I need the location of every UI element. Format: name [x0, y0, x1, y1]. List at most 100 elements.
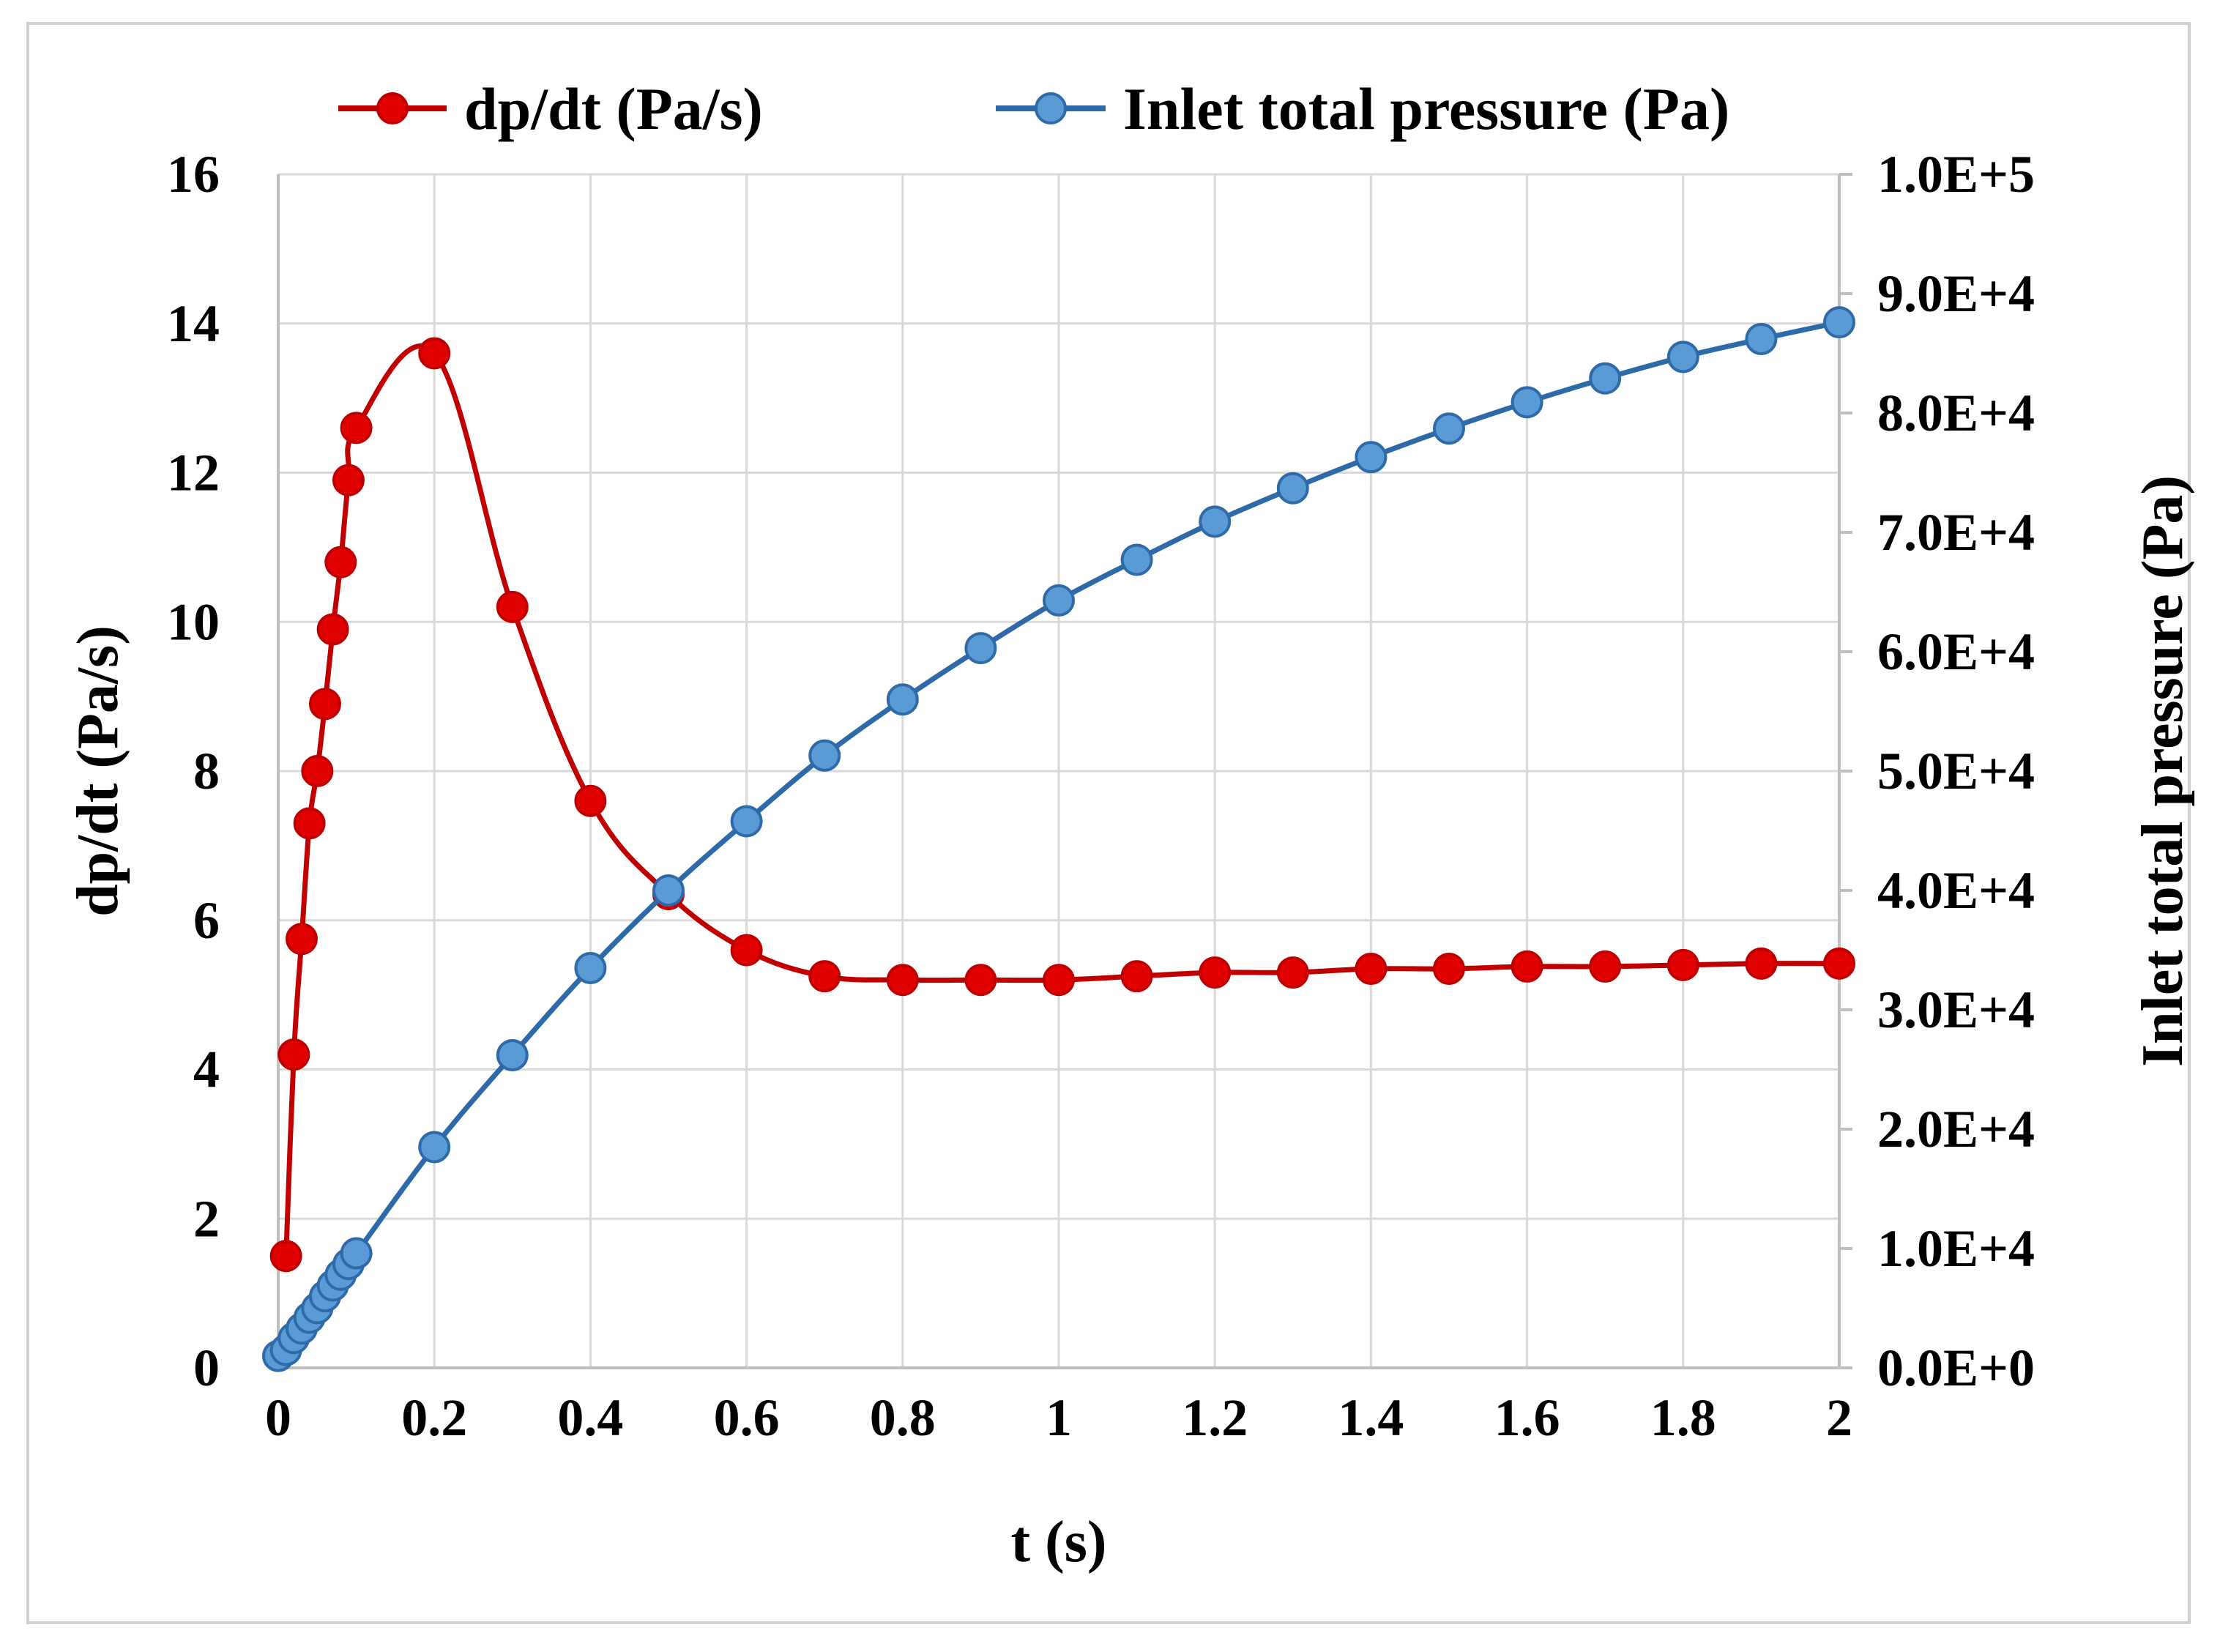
y-tick-label: 8: [193, 742, 220, 800]
y-tick-label: 0: [193, 1339, 220, 1397]
legend-marker-dpdt: [376, 92, 409, 124]
data-point: [301, 755, 334, 787]
x-tick-label: 1.4: [1338, 1388, 1404, 1447]
data-point: [1199, 956, 1232, 989]
data-point: [1355, 441, 1388, 474]
data-point: [418, 337, 451, 370]
data-point: [496, 1038, 529, 1071]
y-tick-label: 10: [167, 592, 220, 651]
y-tick-label: 12: [167, 444, 220, 502]
data-point: [1511, 950, 1543, 983]
y-tick-label: 2: [193, 1189, 220, 1248]
x-tick-label: 1.6: [1494, 1388, 1560, 1447]
data-point: [1589, 362, 1622, 395]
data-point: [496, 590, 529, 623]
y2-tick-label: 6.0E+4: [1877, 622, 2035, 681]
y2-tick-label: 4.0E+4: [1877, 861, 2035, 920]
y2-tick-labels: 0.0E+0 1.0E+4 2.0E+4 3.0E+4 4.0E+4 5.0E+4 6.0E…: [1877, 145, 2035, 1397]
data-point: [1120, 543, 1153, 576]
data-point: [269, 1240, 302, 1273]
data-point: [1276, 472, 1309, 505]
y2-tick-label: 5.0E+4: [1877, 742, 2035, 800]
x-tick-label: 0.8: [870, 1388, 936, 1447]
data-point: [1823, 306, 1855, 339]
y2-tick-label: 9.0E+4: [1877, 264, 2035, 323]
legend-label-dpdt: dp/dt (Pa/s): [464, 75, 763, 142]
data-point: [1589, 950, 1622, 983]
data-point: [1745, 322, 1778, 355]
series-dpdt: [269, 337, 1855, 1273]
data-point: [285, 923, 318, 956]
series-pressure: [262, 306, 1855, 1372]
legend-marker-pressure: [1035, 92, 1067, 124]
data-point: [1666, 948, 1699, 981]
data-point: [324, 546, 357, 578]
data-point: [1043, 584, 1075, 617]
data-point: [1120, 960, 1153, 993]
y2-tick-label: 1.0E+5: [1877, 145, 2035, 204]
data-point: [1511, 386, 1543, 419]
data-point: [574, 951, 607, 984]
data-point: [808, 960, 841, 993]
data-point: [1666, 341, 1699, 373]
x-tick-label: 0.6: [714, 1388, 780, 1447]
y2-tick-label: 0.0E+0: [1877, 1339, 2035, 1397]
series-line: [283, 343, 1840, 1257]
data-point: [574, 784, 607, 817]
legend-label-pressure: Inlet total pressure (Pa): [1123, 75, 1729, 142]
series: [262, 306, 1855, 1372]
data-point: [964, 632, 997, 665]
y-tick-label: 14: [167, 294, 220, 353]
x-tick-label: 2: [1826, 1388, 1852, 1447]
data-point: [340, 1237, 373, 1270]
x-tick-label: 1.8: [1650, 1388, 1716, 1447]
data-point: [964, 964, 997, 997]
data-point: [316, 613, 349, 646]
data-point: [808, 739, 841, 772]
data-point: [886, 964, 919, 997]
data-point: [308, 688, 341, 721]
x-tick-label: 0: [265, 1388, 291, 1447]
legend-item-dpdt: dp/dt (Pa/s): [338, 75, 763, 142]
data-point: [1823, 947, 1855, 980]
data-point: [1043, 964, 1075, 997]
data-point: [418, 1131, 451, 1164]
data-point: [1199, 505, 1232, 538]
data-point: [340, 412, 373, 444]
data-point: [1433, 412, 1465, 445]
y2-tick-label: 7.0E+4: [1877, 503, 2035, 562]
data-point: [332, 464, 365, 496]
data-point: [652, 874, 685, 907]
y-tick-label: 6: [193, 891, 220, 950]
x-axis-title: t (s): [1010, 1510, 1106, 1574]
chart-frame: [26, 22, 2191, 1624]
legend-item-pressure: Inlet total pressure (Pa): [996, 75, 1729, 142]
data-point: [293, 807, 326, 840]
x-tick-label: 1: [1046, 1388, 1072, 1447]
y-tick-label: 16: [167, 145, 220, 204]
data-point: [1355, 952, 1388, 985]
x-tick-label: 1.2: [1182, 1388, 1248, 1447]
data-point: [730, 934, 763, 967]
y2-tick-label: 2.0E+4: [1877, 1100, 2035, 1158]
y2-axis-title: Inlet total pressure (Pa): [2131, 475, 2195, 1067]
x-tick-label: 0.2: [401, 1388, 467, 1447]
y2-tick-label: 8.0E+4: [1877, 384, 2035, 442]
data-point: [1745, 947, 1778, 980]
data-point: [1276, 956, 1309, 989]
y-axis-title: dp/dt (Pa/s): [66, 625, 130, 917]
axes: [277, 174, 1841, 1369]
y-tick-labels: 0 2 4 6 8 10 12 14 16: [167, 145, 220, 1397]
x-tick-label: 0.4: [557, 1388, 623, 1447]
data-point: [730, 805, 763, 838]
x-tick-labels: 0 0.2 0.4 0.6 0.8 1 1.2 1.4 1.6 1.8 2: [265, 1388, 1852, 1447]
data-point: [1433, 952, 1465, 985]
y2-tick-label: 3.0E+4: [1877, 981, 2035, 1039]
data-point: [886, 683, 919, 716]
data-point: [278, 1038, 310, 1071]
legend: dp/dt (Pa/s) Inlet total pressure (Pa): [338, 75, 1729, 142]
y2-tick-label: 1.0E+4: [1877, 1219, 2035, 1278]
y-tick-label: 4: [193, 1041, 220, 1099]
gridlines: [278, 173, 1852, 1369]
